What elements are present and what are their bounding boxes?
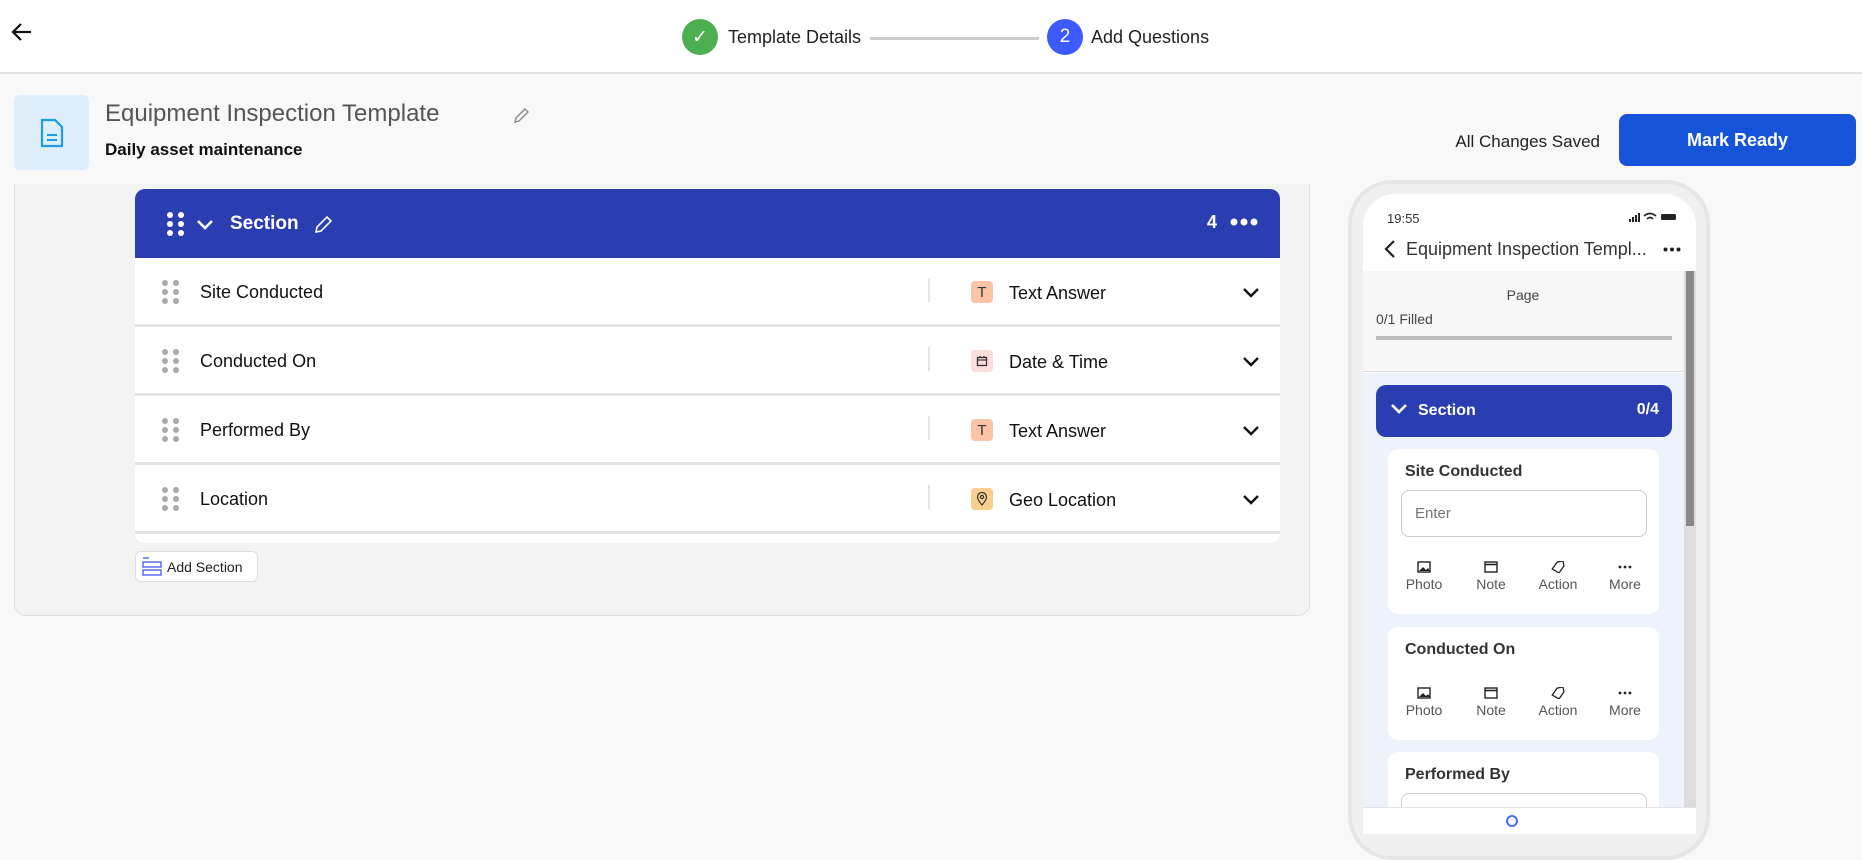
more-icon [1595, 561, 1655, 573]
preview-action-more[interactable]: More [1595, 561, 1655, 592]
preview-action-more[interactable]: More [1595, 687, 1655, 718]
question-type-label[interactable]: Text Answer [1009, 421, 1107, 441]
preview-more-icon[interactable] [1663, 247, 1681, 252]
preview-action-label: Photo [1405, 702, 1443, 718]
row-divider [928, 347, 930, 371]
section-drag-handle-icon[interactable] [167, 212, 184, 236]
question-label[interactable]: Conducted On [200, 351, 317, 371]
type-dropdown-chevron-icon[interactable] [1241, 420, 1261, 440]
question-row[interactable]: Site Conducted T Text Answer [135, 258, 1280, 327]
row-divider [928, 485, 930, 509]
section-header[interactable]: Section 4 [135, 189, 1280, 258]
preview-question-title: Conducted On [1405, 641, 1516, 658]
drag-handle-icon[interactable] [162, 487, 179, 511]
question-row[interactable]: Conducted On Date & Time [135, 327, 1280, 396]
step-connector [870, 37, 1039, 40]
preview-action-label: Action [1538, 576, 1578, 592]
page-progress-bar [1376, 336, 1672, 340]
status-icons [1629, 212, 1676, 222]
preview-section-progress: 0/4 [1636, 401, 1659, 418]
preview-action-label: Action [1538, 702, 1578, 718]
preview-action-action[interactable]: Action [1528, 561, 1588, 592]
step-number: 2 [1047, 19, 1083, 55]
step-add-questions[interactable]: Add Questions [1091, 27, 1210, 47]
preview-section-title: Section [1418, 402, 1476, 419]
type-dropdown-chevron-icon[interactable] [1241, 282, 1261, 302]
top-bar: ✓ Template Details 2 Add Questions [0, 0, 1862, 74]
edit-section-pencil-icon[interactable] [313, 213, 335, 235]
preview-action-label: Note [1476, 702, 1506, 718]
row-divider [928, 416, 930, 440]
template-subtitle: Daily asset maintenance [105, 140, 303, 159]
preview-question-title: Site Conducted [1405, 463, 1523, 480]
add-section-icon [142, 556, 162, 576]
preview-question-card: Conducted On Photo Note Action More [1388, 627, 1659, 740]
drag-handle-icon[interactable] [162, 349, 179, 373]
note-icon [1461, 561, 1521, 573]
note-icon [1461, 687, 1521, 699]
calendar-icon [971, 350, 993, 372]
question-label[interactable]: Site Conducted [200, 282, 324, 302]
more-options-icon[interactable] [1230, 216, 1258, 228]
question-count: 4 [1207, 212, 1218, 232]
add-section-button[interactable]: Add Section [135, 551, 258, 582]
preview-nav-title: Equipment Inspection Templ... [1406, 239, 1647, 259]
preview-action-note[interactable]: Note [1461, 561, 1521, 592]
preview-action-photo[interactable]: Photo [1394, 561, 1454, 592]
type-dropdown-chevron-icon[interactable] [1241, 489, 1261, 509]
step-complete-check-icon: ✓ [682, 19, 718, 55]
preview-question-title: Performed By [1405, 766, 1510, 783]
drag-handle-icon[interactable] [162, 418, 179, 442]
page-progress-area: Page 0/1 Filled [1363, 271, 1696, 372]
preview-action-action[interactable]: Action [1528, 687, 1588, 718]
status-time: 19:55 [1387, 211, 1420, 226]
add-section-label: Add Section [167, 558, 243, 575]
preview-back-icon[interactable] [1383, 239, 1397, 259]
drag-handle-icon[interactable] [162, 280, 179, 304]
question-label[interactable]: Location [200, 489, 269, 509]
filled-count: 0/1 Filled [1376, 311, 1433, 327]
preview-bottom-indicator-icon[interactable] [1506, 815, 1518, 827]
page-label: Page [1506, 287, 1540, 303]
question-row[interactable]: Performed By T Text Answer [135, 396, 1280, 465]
template-title: Equipment Inspection Template [105, 100, 440, 127]
mobile-preview-screen: 19:55 Equipment Inspection Templ... Page… [1363, 194, 1696, 834]
section-block: Section 4 Site Conducted T Text Answer C… [135, 189, 1280, 543]
document-icon [14, 95, 89, 170]
photo-icon [1394, 687, 1454, 699]
row-divider [928, 278, 930, 302]
action-tag-icon [1528, 687, 1588, 699]
scrollbar-track[interactable] [1684, 271, 1696, 831]
preview-collapse-icon [1391, 404, 1407, 414]
more-icon [1595, 687, 1655, 699]
preview-action-label: Note [1476, 576, 1506, 592]
back-arrow-icon[interactable] [10, 20, 34, 44]
preview-section-header[interactable]: Section 0/4 [1376, 385, 1672, 437]
preview-action-note[interactable]: Note [1461, 687, 1521, 718]
save-status: All Changes Saved [1455, 132, 1600, 151]
mark-ready-button[interactable]: Mark Ready [1619, 114, 1856, 166]
question-label[interactable]: Performed By [200, 420, 311, 440]
collapse-chevron-icon[interactable] [195, 214, 215, 234]
photo-icon [1394, 561, 1454, 573]
text-icon: T [971, 419, 993, 441]
preview-action-label: More [1609, 576, 1641, 592]
question-type-label[interactable]: Text Answer [1009, 283, 1107, 303]
location-pin-icon [971, 488, 993, 510]
question-type-label[interactable]: Geo Location [1009, 490, 1117, 510]
edit-title-pencil-icon[interactable] [512, 105, 532, 125]
type-dropdown-chevron-icon[interactable] [1241, 351, 1261, 371]
question-row[interactable]: Location Geo Location [135, 465, 1280, 534]
preview-action-label: More [1609, 702, 1641, 718]
preview-question-card: Site Conducted Photo Note Action More [1388, 449, 1659, 614]
action-tag-icon [1528, 561, 1588, 573]
preview-text-input[interactable] [1401, 490, 1647, 537]
section-title: Section [230, 213, 299, 234]
step-template-details[interactable]: Template Details [728, 27, 862, 47]
preview-action-label: Photo [1405, 576, 1443, 592]
text-icon: T [971, 281, 993, 303]
question-type-label[interactable]: Date & Time [1009, 352, 1109, 372]
preview-action-photo[interactable]: Photo [1394, 687, 1454, 718]
